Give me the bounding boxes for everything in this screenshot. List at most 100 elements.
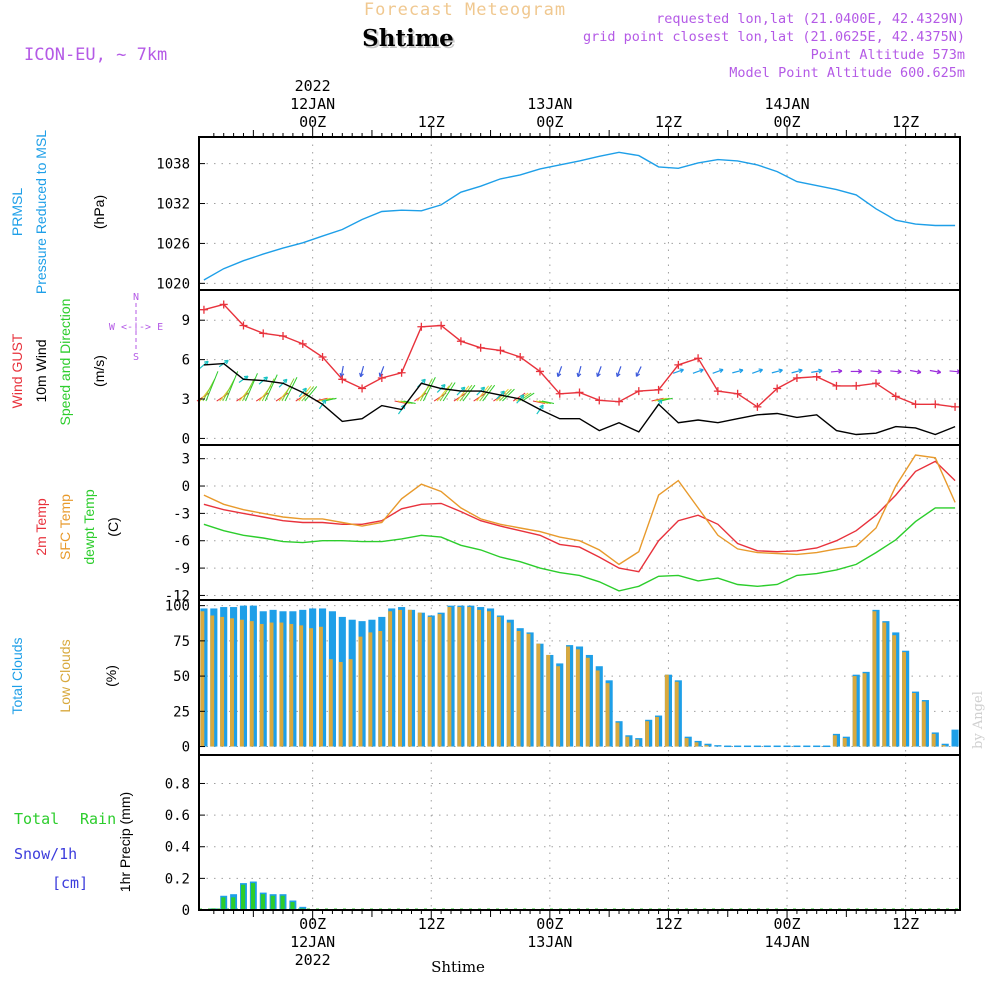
y-tick-label: 0 xyxy=(182,479,190,495)
temp-sfc-line xyxy=(203,454,956,566)
wind-gust-marker xyxy=(891,392,900,401)
wind-gust-marker xyxy=(417,322,426,331)
wind-gust-marker xyxy=(713,387,722,396)
total-clouds-bar xyxy=(803,745,811,748)
y-tick-label: 9 xyxy=(182,313,190,329)
wind-gust-marker xyxy=(575,388,584,397)
low-clouds-bar xyxy=(546,654,551,747)
x-label-top: 00Z xyxy=(299,113,326,131)
wind-gust-marker xyxy=(259,329,268,338)
low-clouds-bar xyxy=(200,611,205,747)
low-clouds-bar xyxy=(279,622,284,747)
x-label-bottom: 00Z xyxy=(536,915,563,933)
wind-gust-marker xyxy=(615,397,624,406)
wind-gust-marker xyxy=(832,381,841,390)
x-label-top: 14JAN xyxy=(764,95,809,113)
wind-hatch xyxy=(479,384,493,402)
low-clouds-bar xyxy=(249,621,254,747)
low-clouds-bar xyxy=(358,636,363,747)
x-label-bottom: 12Z xyxy=(418,915,445,933)
wind-hatch xyxy=(394,400,407,405)
wind-gust-marker xyxy=(358,384,367,393)
low-clouds-bar xyxy=(318,626,323,747)
rain-bar xyxy=(280,895,285,910)
label-speed-direction: Speed and Direction xyxy=(57,299,73,426)
wind-direction-arrow xyxy=(360,365,365,377)
wind-direction-arrow xyxy=(616,366,622,377)
total-clouds-bar xyxy=(734,745,742,748)
wind-gust-marker xyxy=(674,360,683,369)
wind-gust-marker xyxy=(812,372,821,381)
wind-gust-marker xyxy=(516,352,525,361)
low-clouds-bar xyxy=(536,643,541,747)
total-clouds-bar xyxy=(724,745,732,748)
wind-gust-marker xyxy=(871,379,880,388)
wind-arrow-head xyxy=(699,368,704,371)
low-clouds-bar xyxy=(556,666,561,747)
label-percent: (%) xyxy=(103,665,119,687)
y-tick-label: -6 xyxy=(173,534,190,550)
low-clouds-bar xyxy=(852,676,857,747)
compass-south: S xyxy=(133,352,139,363)
rain-bar xyxy=(221,897,226,910)
wind-gust-marker xyxy=(279,331,288,340)
low-clouds-bar xyxy=(457,607,462,747)
y-tick-label: 75 xyxy=(173,634,190,650)
label-celsius: (C) xyxy=(105,517,121,536)
low-clouds-bar xyxy=(407,609,412,747)
wind-hatch xyxy=(284,377,298,402)
y-tick-label: 50 xyxy=(173,669,190,685)
low-clouds-bar xyxy=(398,609,402,747)
low-clouds-bar xyxy=(496,616,501,747)
label-precip-mm: 1hr Precip (mm) xyxy=(117,792,133,892)
low-clouds-bar xyxy=(892,635,897,747)
low-clouds-bar xyxy=(437,614,442,747)
wind-arrow-head xyxy=(616,373,621,378)
watermark: by Angel xyxy=(971,691,986,749)
wind-hatch xyxy=(202,378,216,402)
wind-arrow-head xyxy=(838,368,843,372)
low-clouds-bar xyxy=(467,607,472,747)
wind-hatch xyxy=(651,397,664,402)
wind-direction-arrow xyxy=(635,366,642,377)
wind-arrow-head xyxy=(539,404,544,408)
total-clouds-bar xyxy=(714,745,722,747)
low-clouds-bar xyxy=(338,662,343,747)
wind-gust-marker xyxy=(437,321,446,330)
wind-gust-marker xyxy=(456,337,465,346)
y-tick-label: 1032 xyxy=(156,197,190,213)
low-clouds-bar xyxy=(486,611,491,747)
low-clouds-bar xyxy=(259,623,264,747)
wind-hatch xyxy=(499,388,512,402)
wind-hatch xyxy=(225,371,239,402)
x-label-bottom: 12Z xyxy=(655,915,682,933)
wind-arrow-head xyxy=(557,373,562,378)
y-tick-label: 3 xyxy=(182,392,190,408)
wind-hatch xyxy=(462,384,476,402)
wind-direction-arrow xyxy=(870,370,882,373)
wind-direction-arrow xyxy=(692,368,704,374)
wind-arrow-head xyxy=(577,373,582,378)
y-tick-label: 100 xyxy=(165,599,190,615)
wind-arrow-head xyxy=(460,386,465,389)
temp-2m-line xyxy=(203,460,956,573)
wind-arrow-head xyxy=(758,368,763,371)
low-clouds-bar xyxy=(694,742,699,747)
wind-arrow-head xyxy=(738,368,744,371)
low-clouds-bar xyxy=(289,623,294,747)
wind-hatch xyxy=(318,397,331,402)
wind-arrow-head xyxy=(877,369,882,373)
y-tick-label: 0 xyxy=(182,903,190,919)
x-label-bottom: 12JAN xyxy=(290,933,335,951)
label-prmsl: PRMSL xyxy=(9,188,25,236)
low-clouds-bar xyxy=(230,618,234,747)
compass-north: N xyxy=(133,292,139,303)
y-tick-label: 0 xyxy=(182,740,190,756)
wind-direction-arrow xyxy=(340,365,344,377)
wind-hatch xyxy=(301,386,315,402)
wind-gust-marker xyxy=(219,300,228,309)
x-label-top: 00Z xyxy=(536,113,563,131)
total-clouds-bar xyxy=(793,745,801,748)
x-label-top: 13JAN xyxy=(527,95,572,113)
